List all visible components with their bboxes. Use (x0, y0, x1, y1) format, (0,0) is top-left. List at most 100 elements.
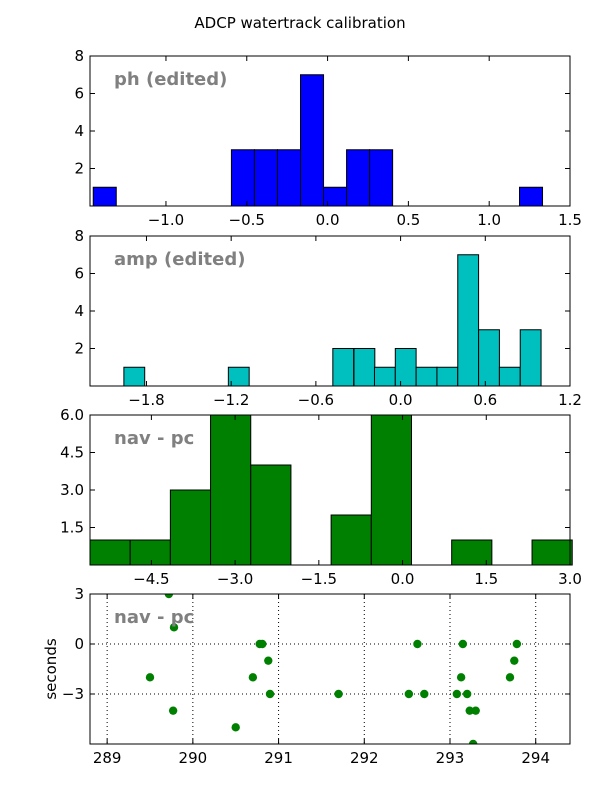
histogram-bar (519, 329, 542, 387)
scatter-point (458, 639, 468, 649)
histogram-bar (415, 366, 438, 387)
scatter-point (334, 689, 343, 699)
y-tick-label: 4.5 (60, 444, 84, 462)
histogram-bar (332, 348, 355, 387)
scatter-point (462, 689, 472, 699)
y-tick-label: 6 (74, 85, 84, 103)
panel-1: −1.0 −0.5 0.0 0.5 1.0 1.5 2 4 6 8 ph (edited) (74, 47, 581, 229)
histogram-bar (210, 414, 252, 566)
y-tick-label: 2 (74, 160, 84, 178)
histogram-bar (323, 186, 348, 207)
histogram-bar (531, 539, 573, 566)
scatter-point (145, 673, 155, 682)
histogram-bar (478, 329, 500, 387)
histogram-bar (498, 366, 521, 387)
x-tick-label: −1.2 (213, 391, 249, 409)
x-tick-label: 0.0 (316, 211, 340, 229)
histogram-bar (346, 149, 371, 207)
x-tick-label: 1.2 (558, 391, 582, 409)
y-tick-label: −3 (62, 685, 84, 703)
scatter-point (231, 723, 240, 732)
histogram-bar (330, 514, 372, 566)
y-tick-label: 4 (74, 302, 84, 320)
y-tick-label: 3.0 (60, 481, 84, 499)
scatter-point (404, 689, 414, 699)
scatter-point (512, 639, 522, 649)
panel-2: −1.8 −1.2 −0.6 0.0 0.6 1.2 2 4 6 8 amp (edited) (74, 227, 581, 409)
scatter-point (505, 673, 515, 682)
y-tick-label: 3 (74, 585, 84, 603)
y-tick-label: 0 (74, 635, 84, 653)
x-tick-label: 0.0 (389, 391, 413, 409)
histogram-bar (457, 254, 480, 387)
histogram-bar (276, 149, 302, 207)
x-tick-label: −0.5 (229, 211, 265, 229)
y-axis-label: seconds (42, 638, 60, 699)
x-tick-label: −4.5 (133, 570, 169, 588)
histogram-bar (369, 149, 394, 207)
histogram-bar (436, 366, 459, 387)
scatter-point (413, 639, 422, 649)
x-tick-label: 291 (264, 749, 293, 767)
scatter-point (456, 673, 466, 682)
x-tick-label: −1.5 (301, 570, 337, 588)
x-tick-label: 289 (93, 749, 122, 767)
x-tick-label: −0.6 (298, 391, 334, 409)
x-tick-label: −1.8 (128, 391, 164, 409)
histogram-bar (169, 489, 212, 566)
scatter-points (145, 594, 522, 744)
scatter-point (265, 689, 275, 699)
x-tick-label: 3.0 (558, 570, 582, 588)
histogram-bar (129, 539, 171, 566)
x-tick-label: 0.6 (473, 391, 497, 409)
scatter-point (264, 656, 273, 665)
scatter-point (258, 639, 267, 649)
scatter-point (471, 706, 480, 715)
y-tick-label: 6 (74, 265, 84, 283)
histogram-bar (253, 149, 278, 207)
histogram-bar (230, 149, 255, 207)
y-tick-label: 8 (74, 47, 84, 65)
panel-label: amp (edited) (114, 249, 245, 270)
axes-frame (89, 593, 571, 745)
x-tick-label: 292 (350, 749, 379, 767)
scatter-point (420, 689, 429, 699)
x-tick-label: 0.0 (391, 570, 415, 588)
histogram-bar (89, 539, 131, 566)
panel-label: ph (edited) (114, 69, 227, 90)
histogram-bar (451, 539, 493, 566)
histogram-bar (373, 366, 396, 387)
x-tick-label: 290 (179, 749, 208, 767)
histogram-bar (353, 348, 376, 387)
histogram-bar (394, 348, 417, 387)
figure-title: ADCP watertrack calibration (194, 14, 405, 32)
scatter-point (465, 706, 474, 715)
x-tick-label: 294 (521, 749, 550, 767)
panel-3: −4.5 −3.0 −1.5 0.0 1.5 3.0 1.5 3.0 4.5 6.0 nav - p… (60, 406, 582, 588)
panel-label: nav - pc (114, 607, 194, 628)
x-tick-label: 1.5 (558, 211, 582, 229)
y-tick-label: 6.0 (60, 406, 84, 424)
histogram-bar (250, 464, 292, 566)
x-tick-label: 293 (436, 749, 465, 767)
scatter-point (452, 689, 462, 699)
scatter-point (169, 623, 179, 632)
histogram-bar (92, 186, 117, 207)
scatter-point (468, 739, 478, 744)
panels: −1.0 −0.5 0.0 0.5 1.0 1.5 2 4 6 8 ph (edited) −1.8 −… (42, 47, 582, 767)
y-tick-label: 4 (74, 122, 84, 140)
histogram-bar (518, 186, 544, 207)
panel-4: 289 290 291 292 293 294 3 0 −3 nav - pc seconds (42, 585, 571, 767)
y-tick-label: 1.5 (60, 519, 84, 537)
scatter-point (248, 673, 258, 682)
histogram-bar (370, 414, 412, 566)
panel-label: nav - pc (114, 428, 194, 449)
x-tick-label: −1.0 (148, 211, 184, 229)
x-tick-label: 0.5 (396, 211, 420, 229)
histogram-bar (300, 74, 325, 207)
histogram-bar (123, 366, 146, 387)
x-tick-label: 1.0 (477, 211, 501, 229)
y-tick-label: 2 (74, 340, 84, 358)
scatter-point (168, 706, 178, 715)
